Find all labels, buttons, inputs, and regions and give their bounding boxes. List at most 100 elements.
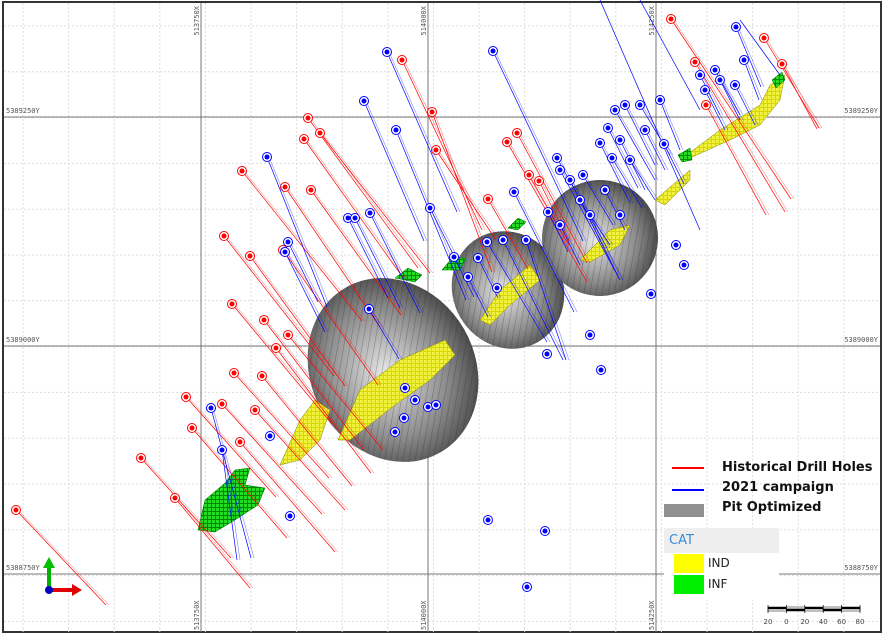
historical-drill-hole-collar [399, 57, 405, 63]
drill-hole-2021-trace [494, 50, 587, 242]
category-label: IND [708, 556, 730, 570]
drill-hole-2021-collar [384, 49, 390, 55]
historical-drill-hole-trace [174, 497, 251, 589]
historical-drill-hole-collar [703, 102, 709, 108]
scale-label: 80 [856, 618, 865, 626]
drill-hole-2021-trace [488, 241, 551, 343]
drill-hole-2021-collar [523, 237, 529, 243]
grid-label-x: 514000X [420, 600, 428, 630]
drill-hole-2021-trace [607, 127, 639, 189]
historical-drill-hole-collar [308, 187, 314, 193]
drill-hole-2021-collar [717, 77, 723, 83]
drill-hole-2021-trace [527, 239, 570, 361]
historical-drill-hole-collar [429, 109, 435, 115]
drill-hole-2021-trace [492, 50, 584, 242]
drill-hole-2021-collar [557, 167, 563, 173]
drill-hole-2021-collar [352, 215, 358, 221]
drill-hole-2021-trace [589, 214, 611, 246]
drill-hole-2021-trace [515, 191, 578, 313]
historical-drill-hole-collar [761, 35, 767, 41]
scale-bar: 20 0 20 40 60 80 [764, 605, 865, 626]
drill-hole-2021-trace [558, 157, 611, 249]
drill-hole-2021-trace [616, 109, 659, 181]
drill-hole-2021-collar [681, 262, 687, 268]
historical-drill-hole-trace [223, 403, 326, 515]
historical-drill-hole-trace [518, 132, 591, 264]
drill-hole-trace-2021 [599, 0, 701, 231]
historical-drill-hole-trace [277, 347, 375, 474]
drill-hole-2021-trace [386, 51, 458, 213]
historical-drill-hole-collar [231, 370, 237, 376]
drill-hole-2021-collar [602, 187, 608, 193]
drill-hole-2021-collar [580, 172, 586, 178]
historical-drill-hole-trace [231, 303, 333, 425]
grid-label-x: 514250X [648, 5, 656, 35]
drill-hole-2021-collar [219, 447, 225, 453]
drill-hole-2021-collar [545, 209, 551, 215]
historical-drill-hole-trace [321, 132, 434, 274]
grid-label-y: 5389000Y [6, 336, 41, 344]
historical-drill-hole-collar [183, 394, 189, 400]
historical-drill-hole-trace [540, 180, 573, 242]
grid-label-y: 5389000Y [844, 336, 879, 344]
historical-drill-hole-trace [235, 372, 333, 479]
historical-drill-hole-trace [185, 396, 277, 498]
drill-hole-2021-trace [349, 217, 392, 299]
drill-hole-2021-collar [425, 404, 431, 410]
drill-hole-2021-collar [577, 197, 583, 203]
historical-drill-hole-collar [692, 59, 698, 65]
drill-hole-2021-trace [665, 143, 688, 185]
historical-drill-hole-trace [187, 396, 280, 498]
historical-drill-hole-trace [241, 441, 339, 553]
historical-drill-hole-trace [707, 104, 770, 216]
drill-hole-2021-trace [289, 241, 322, 303]
drill-hole-2021-collar [392, 429, 398, 435]
drill-hole-2021-collar [361, 98, 367, 104]
drill-hole-2021-trace [644, 129, 666, 171]
scale-label: 40 [819, 618, 828, 626]
drill-hole-2021-trace [661, 99, 684, 151]
drill-hole-2021-collar [393, 127, 399, 133]
pit-shell-texture [542, 180, 658, 296]
historical-drill-hole-trace [251, 255, 349, 387]
historical-drill-hole-collar [301, 136, 307, 142]
historical-drill-hole-collar [229, 301, 235, 307]
legend-label: Historical Drill Holes [722, 460, 873, 475]
drill-hole-2021-trace [223, 449, 241, 561]
drill-hole-2021-trace [286, 251, 329, 333]
historical-drill-hole-trace [286, 186, 384, 328]
historical-drill-hole-trace [223, 235, 335, 377]
drill-hole-2021-trace [736, 84, 759, 126]
drill-hole-2021-collar [712, 67, 718, 73]
green-swatch [674, 575, 704, 594]
drill-hole-2021-trace [469, 276, 492, 318]
scale-segment [786, 608, 806, 612]
drill-hole-2021-trace [368, 308, 400, 360]
historical-drill-hole-trace [233, 372, 330, 479]
drill-hole-2021-collar [524, 584, 530, 590]
drill-hole-2021-collar [673, 242, 679, 248]
drill-hole-2021-collar [264, 154, 270, 160]
drill-hole-2021-collar [544, 351, 550, 357]
grid-label-y: 5388750Y [6, 564, 41, 572]
scale-label: 20 [800, 618, 809, 626]
drill-hole-2021-collar [622, 102, 628, 108]
drill-hole-2021-trace [354, 217, 401, 309]
scale-label: 0 [784, 618, 788, 626]
drill-hole-2021-trace [721, 79, 744, 121]
historical-drill-hole-collar [261, 317, 267, 323]
scale-label: 20 [764, 618, 773, 626]
scale-segment [822, 608, 842, 612]
drill-hole-2021-trace [365, 100, 428, 242]
drill-hole-2021-collar [412, 397, 418, 403]
drill-hole-2021-trace [266, 156, 328, 308]
drill-hole-2021-collar [597, 140, 603, 146]
drill-hole-2021-trace [734, 84, 756, 126]
drill-hole-2021-trace [547, 211, 569, 253]
historical-drill-hole-collar [282, 184, 288, 190]
scale-segment [822, 606, 842, 610]
drill-hole-trace-2021 [739, 19, 781, 76]
scale-segment [804, 608, 824, 612]
